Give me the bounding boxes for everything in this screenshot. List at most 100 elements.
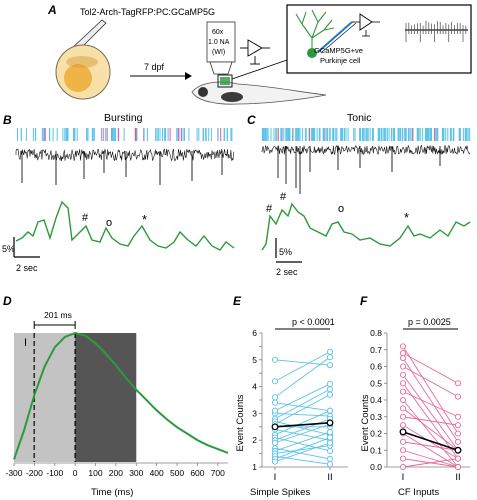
point-i — [399, 371, 407, 378]
panel-d-x-tick-label: -100 — [46, 468, 63, 478]
pair-line — [402, 408, 459, 451]
panel-f-chart: 0.00.10.20.30.40.50.60.70.8I II — [370, 328, 470, 483]
panel-b-ephys-trace — [15, 148, 234, 185]
panel-b: B Bursting # o * 5% 2 sec — [2, 112, 235, 273]
pair-line — [402, 374, 459, 451]
ephys-noise — [15, 148, 234, 162]
age-label: 7 dpf — [144, 62, 165, 72]
pair-line — [402, 458, 459, 468]
pair-line — [274, 410, 331, 436]
panel-c-marker-hash-1: # — [266, 203, 273, 215]
embryo-icon — [55, 44, 111, 100]
point-i — [399, 363, 407, 370]
pair-line — [274, 418, 331, 441]
panel-d-x-tick-label: -200 — [26, 468, 43, 478]
ephys-noise — [261, 144, 471, 156]
panel-c-label: C — [247, 113, 256, 127]
pair-line — [402, 433, 459, 468]
panel-c-title: Tonic — [347, 112, 372, 124]
panel-e-pvalue: p < 0.0001 — [292, 317, 335, 327]
x-tick-label: I — [274, 472, 277, 483]
panel-b-marker-hash: # — [82, 212, 89, 224]
pair-line — [402, 357, 459, 443]
point-i — [399, 388, 407, 395]
panel-f-ylabel: Event Counts — [360, 394, 371, 451]
inset-box: GCaMP5G+ve Purkinje cell — [286, 4, 472, 74]
point-i — [399, 396, 407, 404]
y-tick-label: 2 — [252, 435, 257, 445]
point-i — [271, 399, 279, 406]
objective-mag: 60x — [212, 29, 224, 36]
point-i — [271, 458, 279, 465]
mean-point-i — [399, 428, 407, 436]
point-ii — [326, 354, 334, 361]
kernel-curve — [13, 331, 229, 460]
point-ii — [326, 391, 334, 398]
panel-e-label: E — [233, 294, 242, 308]
point-i — [399, 405, 407, 412]
pair-line — [274, 356, 331, 398]
objective-type: (WI) — [212, 49, 225, 56]
panel-c-marker-hash-2: # — [280, 191, 287, 203]
panel-c-raster — [261, 128, 471, 141]
point-ii — [454, 413, 462, 420]
panel-f-pvalue: p = 0.0025 — [408, 317, 451, 327]
point-i — [399, 455, 407, 462]
point-ii — [326, 434, 334, 441]
pair-line — [274, 402, 331, 412]
panel-d-x-tick-label: 200 — [109, 468, 123, 478]
objective-icon — [206, 21, 236, 75]
pair-line — [402, 416, 459, 426]
point-ii — [454, 422, 462, 429]
panel-b-calcium-trace — [15, 200, 235, 251]
panel-c-marker-circle: o — [338, 203, 344, 215]
panel-b-marker-circle: o — [106, 217, 112, 229]
point-i — [271, 439, 279, 446]
panel-d-x-tick-label: 700 — [211, 468, 225, 478]
panel-d-x-tick-label: 300 — [129, 468, 143, 478]
y-tick-label: 0.2 — [370, 429, 382, 439]
y-tick-label: 0.0 — [370, 462, 382, 472]
point-i — [399, 447, 407, 454]
point-ii — [454, 463, 462, 471]
panel-f-label: F — [360, 294, 368, 308]
point-ii — [326, 362, 334, 369]
x-tick-label: I — [402, 472, 405, 483]
panel-c-marker-star: * — [404, 210, 409, 225]
point-ii — [326, 429, 334, 436]
point-i — [271, 356, 279, 363]
panel-c-scale-y-label: 5% — [279, 247, 292, 257]
point-i — [399, 380, 407, 387]
y-tick-label: 1 — [252, 462, 257, 472]
y-tick-label: 0.8 — [370, 328, 382, 338]
pair-line — [402, 449, 459, 468]
pair-line — [402, 346, 459, 434]
panel-b-label: B — [3, 113, 12, 127]
panel-c-calcium-trace — [261, 202, 471, 251]
point-i — [399, 463, 407, 471]
panel-d-chart: -300 -200 -100 0 100 200 300 400 500 600 700 — [5, 321, 229, 478]
panel-d-x-tick-label: 500 — [170, 468, 184, 478]
point-ii — [326, 447, 334, 454]
y-tick-label: 0.7 — [370, 345, 382, 355]
mean-line — [274, 421, 331, 428]
panel-d-x-tick-label: 600 — [190, 468, 204, 478]
point-ii — [326, 407, 334, 414]
shaded-region-i — [14, 333, 76, 462]
pair-line — [402, 399, 459, 468]
pair-line — [274, 437, 331, 452]
panel-b-scale-y-label: 5% — [2, 244, 15, 254]
region-label-ii: II — [148, 337, 154, 349]
pair-line — [274, 423, 331, 444]
point-i — [399, 422, 407, 429]
panel-b-raster — [17, 128, 233, 141]
point-i — [271, 407, 279, 414]
construct-label: Tol2-Arch-TagRFP:PC:GCaMP5G — [80, 7, 215, 17]
panel-c: C Tonic # # o * 5% 2 sec — [247, 112, 471, 277]
pair-line — [274, 442, 331, 463]
point-ii — [326, 380, 334, 387]
pair-line — [274, 445, 331, 455]
pair-line — [402, 352, 459, 384]
y-tick-label: 3 — [252, 408, 257, 418]
